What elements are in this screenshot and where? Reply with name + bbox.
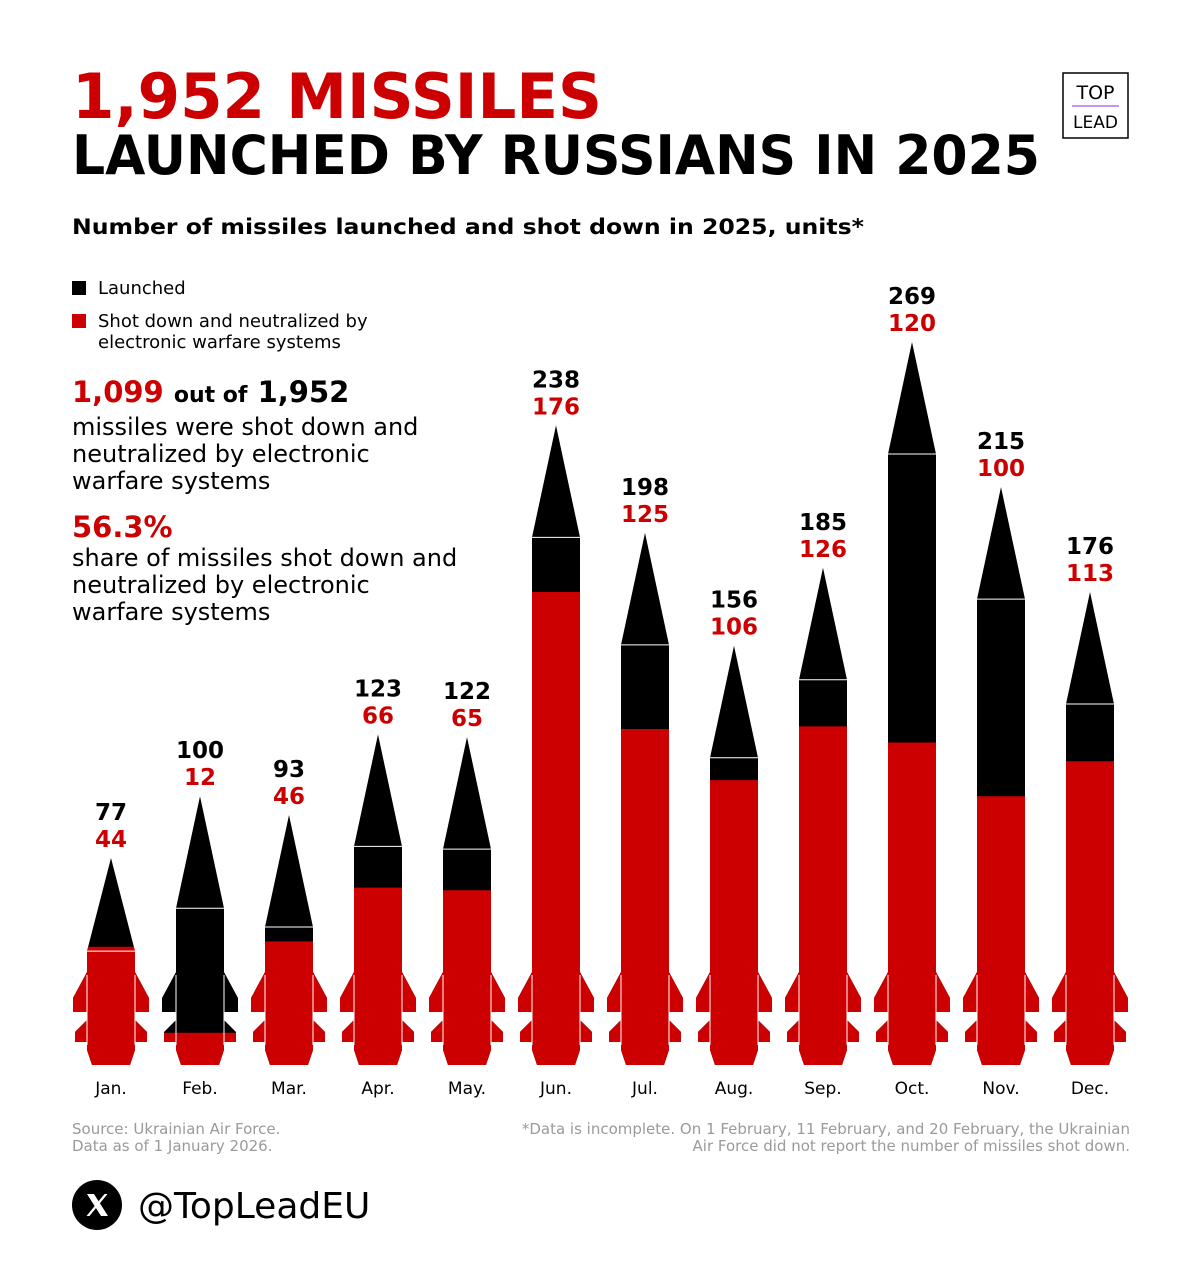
logo-top: TOP (1075, 82, 1114, 104)
value-label-launched: 215 (977, 429, 1025, 455)
x-tick-label: Nov. (982, 1079, 1019, 1099)
legend-swatch (72, 314, 86, 328)
value-label-launched: 93 (273, 757, 305, 783)
missile-shot-down (785, 726, 861, 1065)
x-tick-label: Jun. (539, 1079, 572, 1099)
legend-label: Launched (98, 278, 186, 299)
legend-swatch (72, 281, 86, 295)
value-label-launched: 185 (799, 510, 847, 536)
value-label-shot-down: 44 (95, 827, 127, 853)
x-tick-label: Feb. (182, 1079, 218, 1099)
x-tick-label: Jan. (94, 1079, 127, 1099)
title-line1: 1,952 MISSILES (72, 60, 602, 133)
missile-shot-down (340, 887, 416, 1065)
value-label-launched: 238 (532, 367, 580, 393)
annotation-text: missiles were shot down and neutralized … (72, 413, 419, 495)
title-line2: LAUNCHED BY RUSSIANS IN 2025 (72, 124, 1040, 187)
missile-shot-down (73, 946, 149, 1065)
value-label-shot-down: 106 (710, 615, 758, 641)
value-label-launched: 100 (176, 738, 224, 764)
value-label-shot-down: 65 (451, 706, 483, 732)
legend-item: Launched (72, 278, 412, 299)
annotation: 1,099 out of 1,952 missiles were shot do… (72, 374, 472, 626)
annotation-highlight: 56.3% (72, 510, 173, 544)
value-label-shot-down: 120 (888, 311, 936, 337)
value-label-launched: 123 (354, 676, 402, 702)
value-label-shot-down: 66 (362, 703, 394, 729)
logo-box (1062, 72, 1129, 139)
value-label-shot-down: 12 (184, 765, 216, 791)
source: Source: Ukrainian Air Force. Data as of … (72, 1120, 281, 1155)
annotation-highlight: 1,099 (72, 375, 164, 409)
annotation-total: 1,952 (257, 375, 350, 409)
missile-shot-down (696, 780, 772, 1065)
value-label-launched: 176 (1066, 534, 1114, 560)
x-tick-label: Mar. (271, 1079, 307, 1099)
handle: @TopLeadEU (138, 1186, 370, 1227)
missile-launched (162, 796, 238, 1065)
subtitle: Number of missiles launched and shot dow… (72, 215, 864, 239)
value-label-shot-down: 126 (799, 537, 847, 563)
missile-shot-down (429, 890, 505, 1065)
missile-shot-down (963, 796, 1039, 1065)
legend-item: Shot down and neutralized by electronic … (72, 311, 412, 353)
x-tick-label: Aug. (715, 1079, 754, 1099)
footnote: *Data is incomplete. On 1 February, 11 F… (521, 1120, 1130, 1155)
value-label-shot-down: 46 (273, 784, 305, 810)
logo-bottom: LEAD (1073, 113, 1118, 133)
missile-shot-down (518, 591, 594, 1065)
value-label-shot-down: 176 (532, 394, 580, 420)
missile-shot-down (874, 742, 950, 1065)
value-label-launched: 156 (710, 588, 758, 614)
x-tick-label: Oct. (895, 1079, 930, 1099)
legend: Launched Shot down and neutralized by el… (72, 278, 412, 353)
x-tick-label: Dec. (1071, 1079, 1109, 1099)
x-tick-label: May. (448, 1079, 486, 1099)
x-tick-label: Apr. (361, 1079, 394, 1099)
value-label-launched: 269 (888, 284, 936, 310)
missile-shot-down (1052, 761, 1128, 1065)
missile-shot-down (164, 1032, 236, 1065)
missile-shot-down (251, 941, 327, 1065)
value-label-shot-down: 125 (621, 502, 669, 528)
value-label-launched: 198 (621, 475, 669, 501)
value-label-shot-down: 100 (977, 456, 1025, 482)
annotation-connector: out of (173, 383, 248, 408)
x-tick-label: Jul. (631, 1079, 658, 1099)
missile-shot-down (607, 729, 683, 1065)
value-label-launched: 122 (443, 679, 491, 705)
value-label-launched: 77 (95, 800, 127, 826)
x-tick-label: Sep. (804, 1079, 841, 1099)
legend-label: Shot down and neutralized by electronic … (98, 311, 368, 353)
x-icon-glyph (86, 1194, 108, 1216)
value-label-shot-down: 113 (1066, 561, 1114, 587)
annotation-text: share of missiles shot down and neutrali… (72, 544, 458, 626)
